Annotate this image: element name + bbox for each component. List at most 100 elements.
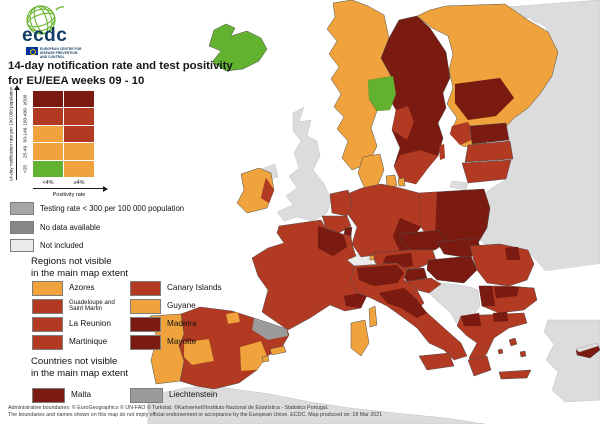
map-region-kaliningrad [449, 180, 469, 191]
legend-matrix-cell [33, 143, 63, 160]
legend-row-label: 150-499 [23, 108, 29, 126]
map-region-sardinia [350, 319, 370, 357]
guyane-swatch [130, 299, 161, 314]
legend-row-label: <25 [23, 165, 29, 174]
map-region-denmark-island [397, 177, 406, 187]
map-region-spain-extremadura [183, 338, 215, 366]
map-region-czechia [398, 229, 448, 251]
map-region-ireland-east [260, 177, 275, 204]
ecdc-wordmark: ecdc [22, 25, 68, 46]
map-region-turkey [543, 319, 600, 403]
legend-matrix-cell [33, 160, 63, 177]
testing-rate-label: Testing rate < 300 per 100 000 populatio… [40, 204, 185, 213]
legend-item-guadeloupe: Guadeloupe and Saint Martin [32, 299, 130, 314]
legend-matrix [33, 91, 94, 177]
ecdc-logo: ecdc EUROPEAN CENTRE FOR DISEASE PREVENT… [20, 2, 110, 59]
regions-heading-line1: Regions not visible [31, 256, 112, 267]
status-legend: Testing rate < 300 per 100 000 populatio… [10, 202, 184, 258]
legend-matrix-cell [64, 108, 94, 125]
map-region-balearic [269, 345, 287, 356]
legend-col-label: <4% [42, 180, 54, 186]
map-region-corsica [368, 305, 378, 328]
legend-item-madeira: Madeira [130, 317, 228, 332]
legend-y-axis-line [16, 90, 17, 180]
map-region-finland-southwest [449, 121, 477, 146]
map-region-italy-central [378, 287, 428, 319]
footer-line2: The boundaries and names shown on this m… [8, 412, 383, 419]
map-region-norway-trondelag [367, 75, 397, 112]
guadeloupe-label: Guadeloupe and Saint Martin [69, 298, 115, 313]
liechtenstein-swatch [130, 388, 163, 403]
malta-swatch [32, 388, 65, 403]
legend-row-label: 25-49 [23, 145, 29, 159]
canary-islands-label: Canary Islands [167, 282, 222, 292]
legend-x-axis-label: Positivity rate [52, 191, 86, 198]
regions-not-visible-heading: Regions not visible in the main map exte… [31, 256, 128, 280]
madeira-label: Madeira [167, 318, 197, 328]
map-region-aegean-island [497, 348, 504, 355]
no-data-swatch [10, 220, 34, 234]
map-region-sicily [418, 352, 455, 371]
legend-item-canary-islands: Canary Islands [130, 281, 228, 296]
legend-item-la-reunion: La Reunion [32, 317, 130, 332]
map-title: 14-day notification rate and test positi… [8, 59, 238, 88]
legend-x-axis-line [33, 188, 103, 189]
map-region-romania [469, 243, 535, 287]
legend-matrix-cell [64, 160, 94, 177]
azores-label: Azores [69, 282, 95, 292]
footer-line1: Administrative boundaries: © EuroGeograp… [8, 405, 329, 411]
map-region-greece-north-west [460, 312, 482, 327]
legend-matrix-cell [33, 91, 63, 108]
status-legend-item: Testing rate < 300 per 100 000 populatio… [10, 202, 184, 215]
map-region-iceland [208, 23, 268, 72]
ecdc-globe-icon [26, 5, 65, 35]
legend-y-axis-arrow-icon [13, 85, 20, 90]
org-line: DISEASE PREVENTION [40, 51, 78, 55]
countries-not-visible-heading: Countries not visible in the main map ex… [31, 356, 128, 380]
not-included-swatch [10, 239, 34, 252]
legend-matrix-cell [33, 125, 63, 143]
map-region-latvia [464, 140, 514, 163]
map-region-spain-north [225, 311, 241, 325]
martinique-label: Martinique [69, 336, 108, 346]
status-legend-item: Not included [10, 239, 184, 252]
map-region-greece-north-east [492, 311, 509, 323]
regions-not-visible-list: Azores Canary Islands Guadeloupe and Sai… [32, 281, 228, 350]
map-region-crete [498, 369, 532, 380]
org-line: AND CONTROL [40, 55, 65, 59]
map-region-slovenia [400, 267, 428, 283]
legend-row-label: ≥500 [23, 94, 29, 106]
legend-matrix-cell [33, 108, 63, 125]
map-region-gotland [438, 143, 446, 161]
legend-item-mayotte: Mayotte [130, 335, 228, 350]
not-included-label: Not included [40, 241, 84, 250]
legend-y-axis-label: 14-day notification rate per 100 000 pop… [8, 86, 14, 182]
map-region-balearic [261, 355, 270, 363]
map-region-bulgaria-north [493, 286, 520, 299]
map-region-bulgaria-west [478, 285, 496, 307]
map-region-catalonia [251, 317, 289, 341]
mayotte-label: Mayotte [167, 336, 197, 346]
map-region-france [251, 219, 368, 331]
map-region-hungary [426, 255, 478, 284]
map-region-sweden-south [393, 149, 439, 185]
map-region-aegean-island [519, 350, 527, 358]
map-region-peloponnese [467, 355, 492, 377]
canary-islands-swatch [130, 281, 161, 296]
black-sea [537, 264, 600, 320]
legend-item-liechtenstein: Liechtenstein [130, 388, 228, 403]
guyane-label: Guyane [167, 300, 196, 310]
no-data-label: No data available [40, 222, 101, 232]
map-title-line1: 14-day notification rate and test positi… [8, 60, 233, 72]
legend-matrix-cell [64, 125, 94, 143]
legend-item-azores: Azores [32, 281, 130, 296]
legend-row-label: 50-149 [23, 127, 29, 142]
map-region-denmark-island [385, 174, 398, 188]
map-footer: Administrative boundaries: © EuroGeograp… [8, 405, 382, 420]
countries-not-visible-list: Malta Liechtenstein [32, 388, 228, 403]
map-region-uk [276, 106, 332, 222]
ecdc-org-name: EUROPEAN CENTRE FOR DISEASE PREVENTION A… [40, 47, 82, 59]
liechtenstein-label: Liechtenstein [169, 390, 218, 400]
malta-label: Malta [71, 390, 92, 400]
